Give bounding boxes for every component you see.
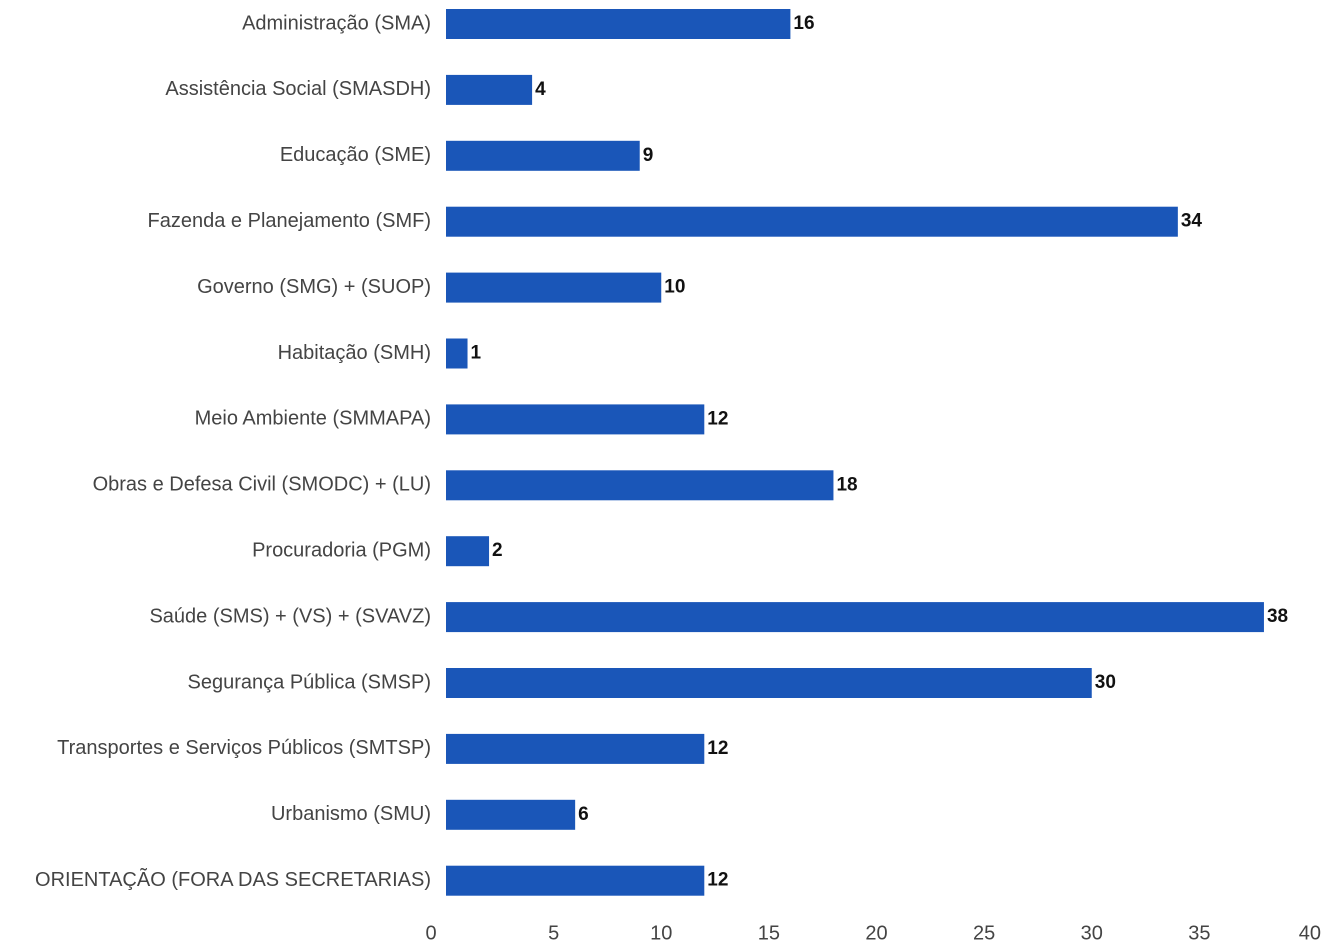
bar [446,668,1092,698]
value-labels: 16 4 9 34 10 1 12 18 2 38 30 12 6 12 [471,13,1289,891]
data-label: 16 [793,13,814,34]
category-label: Obras e Defesa Civil (SMODC) + (LU) [93,474,431,496]
bar [446,338,468,369]
category-label: Procuradoria (PGM) [252,539,431,561]
category-label: Meio Ambiente (SMMAPA) [195,408,431,430]
category-label: Educação (SME) [280,144,431,166]
bar [446,602,1264,633]
bar [446,536,490,567]
bars-layer [446,9,1264,896]
bar [446,799,576,830]
bar [446,470,834,501]
bar [446,140,640,171]
bar [446,865,705,896]
data-label: 12 [707,870,728,891]
bar [446,9,791,39]
category-label: ORIENTAÇÃO (FORA DAS SECRETARIAS) [35,867,431,891]
data-label: 18 [836,474,857,495]
x-tick-label: 5 [548,922,559,942]
bar [446,206,1178,237]
x-tick-label: 30 [1081,922,1103,942]
category-label: Assistência Social (SMASDH) [165,78,431,100]
category-labels: Administração (SMA) Assistência Social (S… [35,12,431,891]
x-tick-label: 15 [758,922,780,942]
data-label: 38 [1267,606,1288,627]
bar [446,404,705,435]
data-label: 12 [707,738,728,759]
bar [446,74,533,105]
x-axis-ticks: 0 5 10 15 20 25 30 35 40 [425,922,1321,942]
category-label: Urbanismo (SMU) [271,803,431,825]
x-tick-label: 40 [1299,922,1321,942]
data-label: 12 [707,408,728,429]
x-tick-label: 10 [650,922,672,942]
x-tick-label: 25 [973,922,995,942]
data-label: 30 [1095,672,1116,693]
category-label: Fazenda e Planejamento (SMF) [148,210,431,232]
data-label: 9 [643,145,654,166]
category-label: Governo (SMG) + (SUOP) [197,276,431,298]
x-tick-label: 35 [1188,922,1210,942]
x-tick-label: 0 [425,922,436,942]
bar [446,733,705,764]
category-label: Administração (SMA) [242,12,431,34]
data-label: 4 [535,79,546,100]
x-tick-label: 20 [865,922,887,942]
category-label: Saúde (SMS) + (VS) + (SVAVZ) [149,605,431,627]
data-label: 6 [578,804,589,825]
data-label: 1 [471,343,482,364]
data-label: 34 [1181,211,1203,232]
data-label: 2 [492,540,503,561]
category-label: Habitação (SMH) [278,342,431,364]
bar [446,272,662,303]
data-label: 10 [664,277,685,298]
category-label: Transportes e Serviços Públicos (SMTSP) [57,737,431,759]
category-label: Segurança Pública (SMSP) [188,671,431,693]
